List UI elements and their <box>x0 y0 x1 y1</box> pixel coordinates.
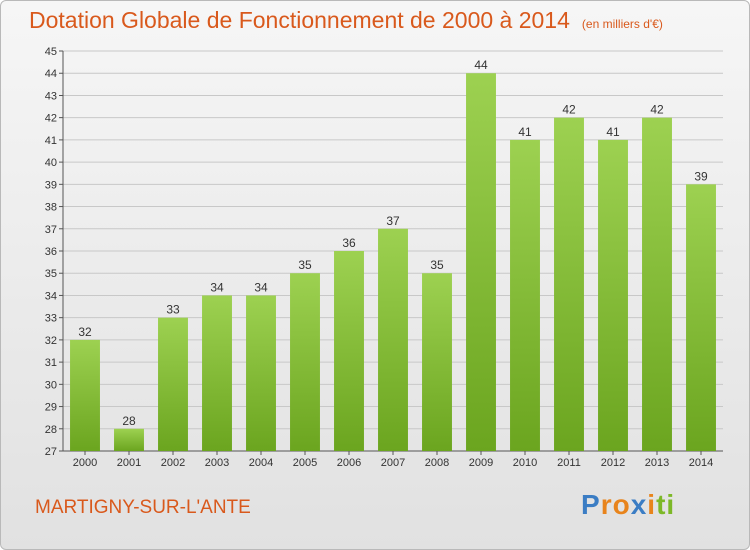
y-tick-label: 43 <box>45 90 57 102</box>
data-label: 44 <box>474 58 488 72</box>
data-label: 34 <box>254 280 268 294</box>
bar <box>510 139 540 451</box>
bar <box>202 295 232 451</box>
x-tick-label: 2003 <box>205 457 229 469</box>
x-tick-label: 2006 <box>337 457 361 469</box>
x-tick-label: 2000 <box>73 457 97 469</box>
bars <box>70 73 716 452</box>
bar <box>70 339 100 451</box>
chart-title: Dotation Globale de Fonctionnement de 20… <box>29 7 663 34</box>
x-tick-label: 2011 <box>557 457 581 469</box>
bar <box>114 428 144 451</box>
bar <box>642 117 672 452</box>
brand-letter: x <box>630 489 648 520</box>
y-tick-label: 31 <box>45 357 57 369</box>
x-tick-label: 2001 <box>117 457 141 469</box>
y-tick-label: 33 <box>45 313 57 325</box>
y-tick-label: 40 <box>45 157 57 169</box>
brand-letter: r <box>600 489 613 520</box>
x-tick-label: 2002 <box>161 457 185 469</box>
y-tick-label: 39 <box>45 179 57 191</box>
bar <box>378 228 408 451</box>
bar <box>422 273 452 451</box>
data-label: 42 <box>562 103 576 117</box>
y-tick-label: 38 <box>45 202 57 214</box>
brand-letter: i <box>666 489 676 520</box>
commune-name: MARTIGNY-SUR-L'ANTE <box>35 497 251 518</box>
y-tick-label: 35 <box>45 268 57 280</box>
y-tick-label: 42 <box>45 113 57 125</box>
y-tick-label: 36 <box>45 246 57 258</box>
title-unit: (en milliers d'€) <box>581 17 663 31</box>
data-label: 34 <box>210 280 224 294</box>
x-tick-label: 2013 <box>645 457 669 469</box>
data-label: 32 <box>78 325 92 339</box>
bar <box>598 139 628 451</box>
x-tick-label: 2014 <box>689 457 713 469</box>
bar <box>686 184 716 452</box>
x-tick-label: 2004 <box>249 457 273 469</box>
data-label: 41 <box>518 125 532 139</box>
brand-letter: P <box>581 489 601 520</box>
proxiti-logo: Proxiti <box>581 489 675 521</box>
bar <box>334 251 364 451</box>
x-tick-label: 2010 <box>513 457 537 469</box>
x-tick-label: 2007 <box>381 457 405 469</box>
bar <box>290 273 320 451</box>
brand-letter: i <box>647 489 657 520</box>
data-label: 35 <box>430 258 444 272</box>
data-label: 41 <box>606 125 620 139</box>
y-tick-label: 37 <box>45 224 57 236</box>
y-tick-label: 29 <box>45 402 57 414</box>
data-label: 35 <box>298 258 312 272</box>
data-label: 39 <box>694 169 708 183</box>
bar <box>466 73 496 451</box>
y-tick-label: 44 <box>45 68 57 80</box>
data-label: 28 <box>122 414 136 428</box>
y-tick-label: 34 <box>45 290 57 302</box>
bar <box>158 317 188 451</box>
x-tick-label: 2005 <box>293 457 317 469</box>
y-tick-label: 41 <box>45 135 57 147</box>
title-main: Dotation Globale de Fonctionnement de 20… <box>29 7 570 33</box>
y-tick-label: 30 <box>45 379 57 391</box>
data-label: 37 <box>386 214 400 228</box>
x-tick-label: 2008 <box>425 457 449 469</box>
data-label: 36 <box>342 236 356 250</box>
y-tick-label: 27 <box>45 446 57 458</box>
data-label: 33 <box>166 303 180 317</box>
axes: 27 28 29 30 31 32 33 34 35 36 37 38 39 40 41 42 43 44 45 <box>45 46 723 458</box>
bar <box>246 295 276 451</box>
brand-letter: t <box>656 489 667 520</box>
y-tick-label: 32 <box>45 335 57 347</box>
data-label: 42 <box>650 103 664 117</box>
x-tick-label: 2012 <box>601 457 625 469</box>
y-tick-label: 28 <box>45 424 57 436</box>
y-tick-label: 45 <box>45 46 57 58</box>
brand-letter: o <box>612 489 631 520</box>
labels: 2000 32 2001 28 2002 33 2003 34 2004 34 2005 35 2006… <box>73 58 713 469</box>
bar <box>554 117 584 452</box>
x-tick-label: 2009 <box>469 457 493 469</box>
